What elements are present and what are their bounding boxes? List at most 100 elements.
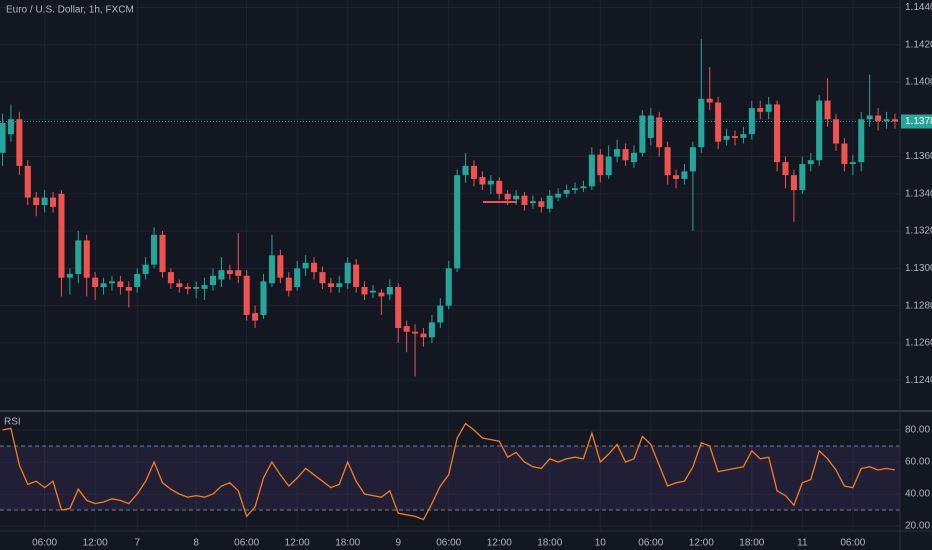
y-tick-label: 1.13400 (905, 188, 932, 199)
candle-body (252, 313, 259, 321)
candle-body (268, 255, 275, 284)
candle-body (184, 287, 191, 289)
x-tick-label: 12:00 (689, 538, 714, 549)
candle-body (875, 115, 882, 122)
candle-body (504, 193, 511, 200)
candle-body (891, 119, 898, 122)
candle-body (883, 119, 890, 122)
chart-title: Euro / U.S. Dollar, 1h, FXCM (6, 5, 134, 16)
candle-body (386, 287, 393, 295)
y-tick-label: 40.00 (905, 489, 930, 500)
candle-body (681, 171, 688, 179)
candle-body (108, 281, 116, 284)
y-tick-label: 60.00 (905, 457, 930, 468)
x-tick-label: 06:00 (840, 538, 865, 549)
candle-body (277, 255, 284, 278)
candle-body (134, 273, 141, 287)
candle-body (689, 147, 696, 172)
candle-body (361, 287, 368, 295)
candle-body (479, 177, 486, 185)
candle-body (731, 136, 739, 138)
candle-body (799, 164, 806, 191)
candle-body (92, 277, 99, 287)
x-tick-label: 06:00 (638, 538, 663, 549)
last-price-label: 1.13788 (905, 116, 932, 127)
candle-body (597, 154, 604, 176)
y-tick-label: 1.12600 (905, 338, 932, 349)
candle-body (395, 287, 402, 328)
x-tick-label: 9 (395, 538, 401, 549)
candle-body (546, 195, 553, 209)
candle-body (117, 281, 124, 287)
candle-body (285, 277, 292, 291)
x-tick-label: 06:00 (32, 538, 57, 549)
candle-body (824, 100, 831, 120)
last-price-box (901, 114, 932, 129)
candle-body (849, 162, 856, 164)
x-tick-label: 12:00 (285, 538, 310, 549)
candle-body (513, 195, 520, 200)
y-tick-label: 1.14200 (905, 39, 932, 50)
candle-body (790, 175, 797, 191)
candle-body (555, 193, 562, 198)
candle-body (159, 234, 166, 273)
x-tick-label: 06:00 (234, 538, 259, 549)
x-tick-label: 8 (193, 538, 199, 549)
candle-body (496, 180, 503, 194)
candle-body (66, 273, 73, 278)
y-tick-label: 80.00 (905, 425, 930, 436)
candle-body (353, 264, 360, 287)
candle-body (630, 152, 637, 163)
candle-body (201, 285, 208, 289)
candle-body (336, 283, 343, 287)
candle-body (420, 333, 427, 338)
candle-body (319, 272, 326, 284)
candle-body (75, 240, 82, 274)
x-tick-label: 7 (134, 538, 140, 549)
candle-body (125, 287, 132, 291)
candle-body (437, 305, 444, 323)
candle-body (454, 175, 461, 269)
candle-body (698, 98, 705, 148)
candle-body (327, 283, 334, 287)
candle-body (647, 115, 654, 138)
candle-body (748, 108, 755, 135)
x-tick-label: 11 (797, 538, 808, 549)
candle-body (218, 270, 225, 280)
candle-body (412, 331, 419, 334)
y-tick-label: 1.14400 (905, 2, 932, 13)
rsi-title: RSI (4, 417, 21, 428)
axes: 06:00 12:00 7 8 06:00 12:00 18:00 9 06:00 12:00 18… (32, 2, 932, 549)
candle-body (563, 190, 570, 194)
rsi-line (2, 422, 896, 521)
candle-body (41, 197, 48, 205)
candle-body (487, 180, 494, 185)
y-tick-label: 1.14000 (905, 77, 932, 88)
candle-body (639, 115, 646, 153)
candle-body (176, 283, 183, 287)
candle-body (142, 264, 149, 274)
candle-body (209, 275, 217, 286)
candle-body (100, 283, 107, 287)
candle-body (378, 292, 385, 297)
x-tick-label: 12:00 (487, 538, 512, 549)
candle-body (673, 175, 680, 179)
candle-body (260, 281, 267, 315)
candle-body (7, 119, 14, 135)
y-tick-label: 1.13600 (905, 151, 932, 162)
candle-body (167, 272, 174, 284)
candle-body (614, 149, 621, 157)
candle-body (470, 165, 478, 179)
candle-body (344, 262, 351, 284)
x-tick-label: 06:00 (436, 538, 461, 549)
candle-body (58, 193, 65, 278)
candle-body (50, 197, 57, 207)
candle-body (226, 270, 233, 274)
x-tick-label: 18:00 (335, 538, 360, 549)
candle-body (757, 108, 764, 112)
candle-body (571, 188, 579, 191)
candle-body (782, 162, 789, 176)
x-tick-label: 18:00 (537, 538, 562, 549)
candle-body (605, 156, 612, 176)
